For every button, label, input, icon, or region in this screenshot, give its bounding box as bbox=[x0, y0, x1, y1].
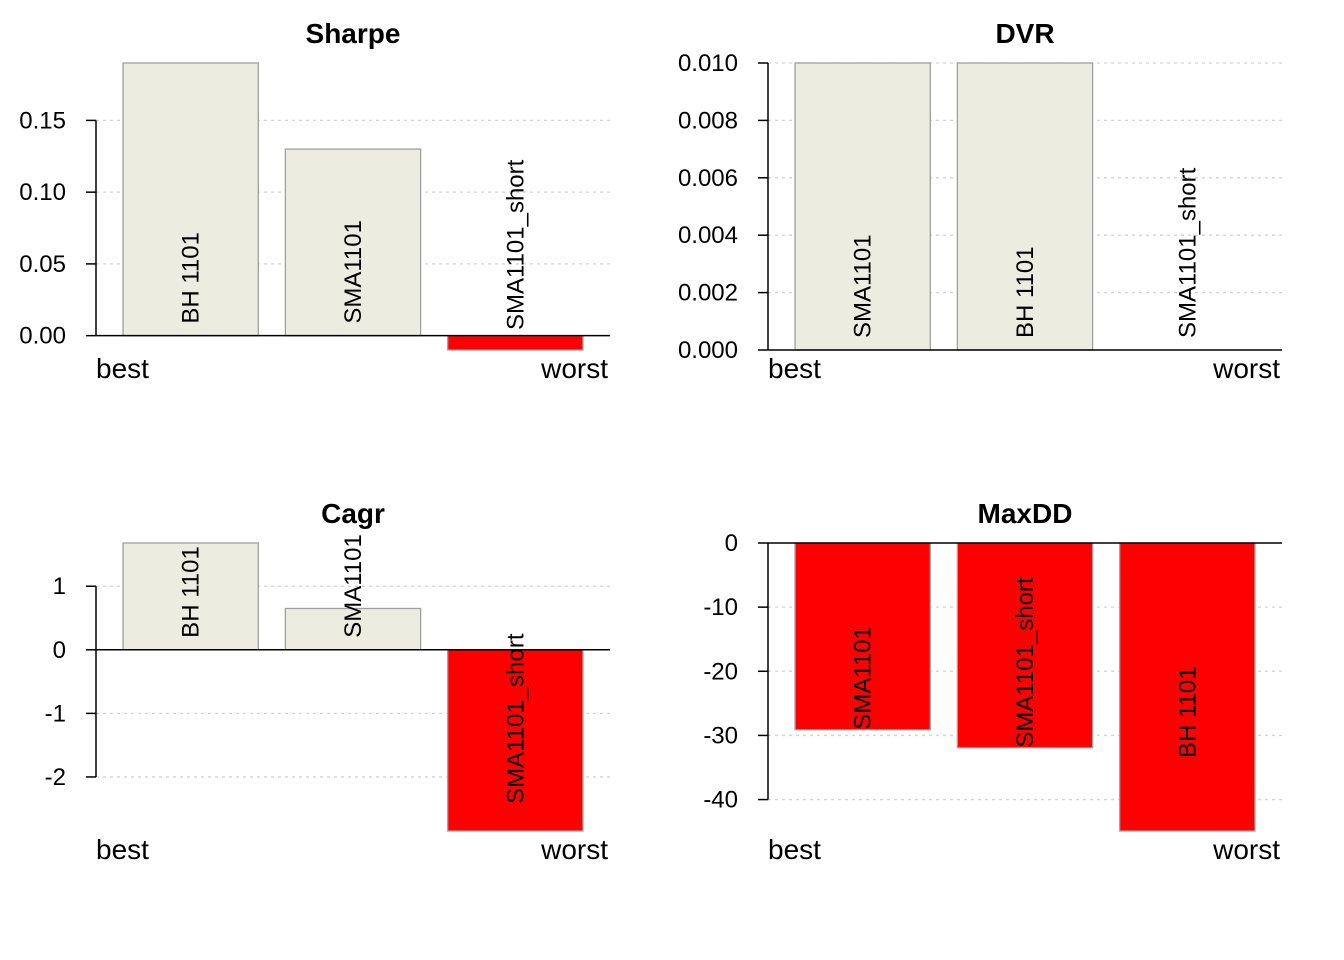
bar-sma1101 bbox=[794, 62, 931, 351]
y-tick-label: 0.010 bbox=[678, 50, 738, 77]
bar-sma1101 bbox=[794, 542, 931, 731]
bar-category-label: SMA1101 bbox=[850, 626, 877, 730]
bar-sma1101 bbox=[284, 148, 422, 337]
y-tick-label: 0 bbox=[725, 530, 738, 557]
y-tick-label: 0.002 bbox=[678, 280, 738, 307]
bar-category-label: BH 1101 bbox=[1012, 246, 1039, 338]
bar-category-label: SMA1101_short bbox=[502, 633, 529, 804]
panel-dvr: DVR best worst 0.000 0.002 0.004 0.006 0.008… bbox=[678, 18, 1282, 384]
panel-maxdd: MaxDD best worst -40 -30 -20 -10 0 SMA1101 SMA… bbox=[703, 498, 1282, 865]
bar-category-label: SMA1101_short bbox=[502, 159, 529, 330]
panel-title: DVR bbox=[995, 18, 1054, 49]
bar-category-label: SMA1101_short bbox=[1174, 167, 1201, 338]
bar-bh-1101 bbox=[956, 62, 1094, 351]
y-tick-label: 0.004 bbox=[678, 222, 738, 249]
worst-label: worst bbox=[540, 353, 608, 384]
panel-title: Cagr bbox=[321, 498, 385, 529]
bar-bh-1101 bbox=[122, 542, 259, 651]
panel-cagr: Cagr best worst -2 -1 0 1 BH 1101 SMA1101 SMA1… bbox=[45, 498, 610, 865]
bar-bh-1101 bbox=[122, 62, 259, 337]
y-tick-label: 0.00 bbox=[19, 323, 66, 350]
y-tick-label: 1 bbox=[53, 573, 66, 600]
y-tick-label: 0.006 bbox=[678, 165, 738, 192]
worst-label: worst bbox=[1212, 834, 1280, 865]
y-tick-label: 0.000 bbox=[678, 337, 738, 364]
panel-title: Sharpe bbox=[306, 18, 401, 49]
bar-category-label: BH 1101 bbox=[178, 232, 205, 324]
best-label: best bbox=[768, 353, 821, 384]
best-label: best bbox=[96, 353, 149, 384]
panel-sharpe: Sharpe best worst 0.00 0.05 0.10 0.15 BH 110… bbox=[19, 18, 610, 384]
bar-sma1101 bbox=[284, 607, 422, 651]
y-tick-label: 0.05 bbox=[19, 251, 66, 278]
bar-category-label: SMA1101 bbox=[850, 234, 877, 338]
y-tick-label: -30 bbox=[703, 722, 738, 749]
bar-category-label: SMA1101 bbox=[340, 220, 367, 324]
worst-label: worst bbox=[1212, 353, 1280, 384]
bar-sma1101-short bbox=[447, 334, 584, 351]
y-tick-label: -1 bbox=[45, 700, 66, 727]
worst-label: worst bbox=[540, 834, 608, 865]
bar-category-label: SMA1101 bbox=[340, 534, 367, 638]
best-label: best bbox=[96, 834, 149, 865]
bar-category-label: SMA1101_short bbox=[1012, 577, 1039, 748]
best-label: best bbox=[768, 834, 821, 865]
y-tick-label: 0.008 bbox=[678, 107, 738, 134]
panel-title: MaxDD bbox=[978, 498, 1073, 529]
y-tick-label: -10 bbox=[703, 594, 738, 621]
y-tick-label: -40 bbox=[703, 787, 738, 814]
y-tick-label: 0.10 bbox=[19, 179, 66, 206]
y-tick-label: -2 bbox=[45, 764, 66, 791]
bar-category-label: BH 1101 bbox=[178, 546, 205, 638]
y-tick-label: 0.15 bbox=[19, 107, 66, 134]
bar-sma1101-short bbox=[447, 649, 584, 832]
bar-bh-1101 bbox=[1119, 542, 1256, 832]
bar-category-label: BH 1101 bbox=[1174, 666, 1201, 758]
bar-sma1101-short bbox=[956, 542, 1094, 749]
y-tick-label: 0 bbox=[53, 637, 66, 664]
y-tick-label: -20 bbox=[703, 658, 738, 685]
